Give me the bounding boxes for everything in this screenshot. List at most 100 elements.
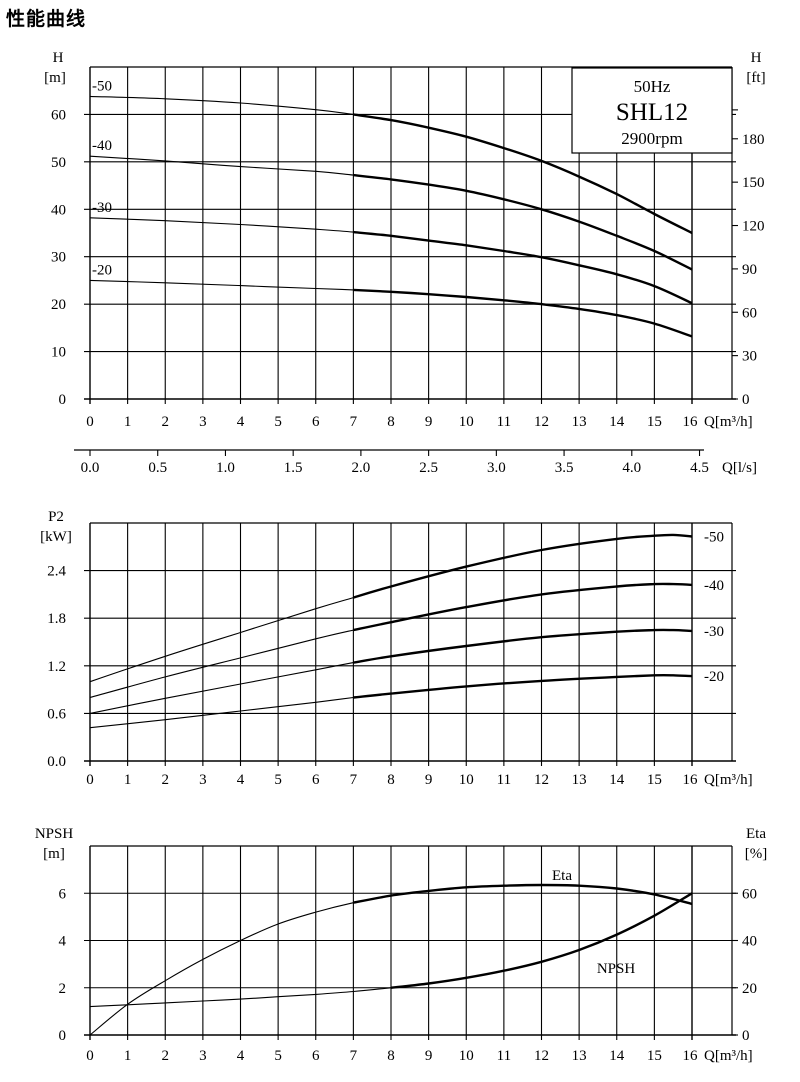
power-left-tick-label-3: 1.8	[47, 611, 66, 627]
head-left-axis-unit: [m]	[44, 70, 66, 86]
head-x-tick-label-14: 14	[609, 414, 625, 430]
power-left-axis-unit: [kW]	[40, 529, 72, 545]
head-legend-box	[571, 67, 733, 154]
power-x-tick-label-1: 1	[124, 772, 132, 788]
npsh-x-tick-label-1: 1	[124, 1048, 132, 1064]
head-x-tick-label-15: 15	[647, 414, 662, 430]
legend-model: SHL12	[616, 99, 688, 126]
power-x-tick-label-6: 6	[312, 772, 320, 788]
head-series-n30	[353, 230, 693, 305]
head-x-tick-label-3: 3	[199, 414, 207, 430]
eta-right-axis-title: Eta	[746, 826, 766, 842]
eta-series-label: Eta	[552, 868, 572, 884]
power-x-tick-label-7: 7	[350, 772, 358, 788]
npsh-x-tick-label-3: 3	[199, 1048, 207, 1064]
head-x2-tick-label-7: 3.5	[555, 460, 574, 476]
npsh-x-tick-label-16: 16	[683, 1048, 699, 1064]
eta-right-tick-label-0: 0	[742, 1028, 750, 1044]
head-x2-tick-label-5: 2.5	[419, 460, 438, 476]
npsh-left-tick-label-2: 4	[59, 934, 67, 950]
power-x-tick-label-0: 0	[86, 772, 94, 788]
npsh-x-tick-label-4: 4	[237, 1048, 245, 1064]
head-x-tick-label-5: 5	[274, 414, 282, 430]
power-x-tick-label-2: 2	[162, 772, 170, 788]
head-x2-tick-label-8: 4.0	[622, 460, 641, 476]
head-x2-tick-label-3: 1.5	[284, 460, 303, 476]
power-left-tick-label-1: 0.6	[47, 706, 66, 722]
head-x-unit: Q[m³/h]	[704, 414, 753, 430]
power-x-unit: Q[m³/h]	[704, 772, 753, 788]
npsh-x-tick-label-0: 0	[86, 1048, 94, 1064]
head-left-tick-label-3: 30	[51, 250, 66, 266]
head-x2-tick-label-1: 0.5	[148, 460, 167, 476]
head-series-n50	[353, 113, 693, 235]
head-left-tick-label-0: 0	[59, 392, 67, 408]
head-x2-tick-label-0: 0.0	[81, 460, 100, 476]
npsh-x-tick-label-10: 10	[459, 1048, 474, 1064]
eta-right-tick-label-1: 20	[742, 981, 757, 997]
power-x-tick-label-5: 5	[274, 772, 282, 788]
npsh-x-tick-label-15: 15	[647, 1048, 662, 1064]
power-x-tick-label-9: 9	[425, 772, 433, 788]
power-series-label-0: -50	[704, 529, 724, 545]
page-title: 性能曲线	[6, 8, 87, 30]
head-right-tick-label-2: 60	[742, 305, 757, 321]
power-x-tick-label-15: 15	[647, 772, 662, 788]
head-right-tick-label-6: 180	[742, 132, 765, 148]
npsh-series-label: NPSH	[597, 961, 636, 977]
head-x-tick-label-0: 0	[86, 414, 94, 430]
head-x-tick-label-8: 8	[387, 414, 395, 430]
npsh-x-tick-label-6: 6	[312, 1048, 320, 1064]
head-left-tick-label-6: 60	[51, 107, 66, 123]
eta-right-tick-label-3: 60	[742, 886, 757, 902]
head-series-label-1: -40	[92, 138, 112, 154]
eta-series	[353, 883, 693, 906]
power-x-tick-label-4: 4	[237, 772, 245, 788]
head-right-tick-label-4: 120	[742, 219, 765, 235]
eta-right-tick-label-2: 40	[742, 934, 757, 950]
power-series-n50	[353, 533, 693, 599]
power-series-label-1: -40	[704, 578, 724, 594]
power-x-tick-label-16: 16	[683, 772, 699, 788]
legend-freq: 50Hz	[634, 77, 671, 96]
head-x2-unit: Q[l/s]	[722, 460, 757, 476]
head-x-tick-label-7: 7	[350, 414, 358, 430]
power-x-tick-label-13: 13	[572, 772, 587, 788]
npsh-left-tick-label-1: 2	[59, 981, 67, 997]
head-x-tick-label-13: 13	[572, 414, 587, 430]
npsh-left-tick-label-0: 0	[59, 1028, 67, 1044]
power-x-tick-label-10: 10	[459, 772, 474, 788]
head-x2-tick-label-2: 1.0	[216, 460, 235, 476]
npsh-left-axis-unit: [m]	[43, 846, 65, 862]
npsh-x-tick-label-2: 2	[162, 1048, 170, 1064]
head-left-tick-label-4: 40	[51, 202, 66, 218]
head-right-tick-label-0: 0	[742, 392, 750, 408]
power-series-label-3: -20	[704, 669, 724, 685]
npsh-series	[390, 892, 693, 989]
head-series-n40	[353, 173, 693, 271]
head-x-tick-label-1: 1	[124, 414, 132, 430]
head-right-tick-label-5: 150	[742, 175, 765, 191]
head-right-axis-unit: [ft]	[746, 70, 765, 86]
npsh-left-tick-label-3: 6	[59, 886, 67, 902]
npsh-x-tick-label-11: 11	[497, 1048, 511, 1064]
npsh-x-unit: Q[m³/h]	[704, 1048, 753, 1064]
head-series-label-0: -50	[92, 78, 112, 94]
power-left-tick-label-2: 1.2	[47, 659, 66, 675]
npsh-x-tick-label-5: 5	[274, 1048, 282, 1064]
npsh-x-tick-label-14: 14	[609, 1048, 625, 1064]
power-series-n30	[353, 628, 693, 664]
head-left-axis-title: H	[53, 50, 64, 66]
head-left-tick-label-2: 20	[51, 297, 66, 313]
head-left-tick-label-5: 50	[51, 155, 66, 171]
head-right-axis-title: H	[751, 50, 762, 66]
head-x2-tick-label-6: 3.0	[487, 460, 506, 476]
npsh-x-tick-label-12: 12	[534, 1048, 549, 1064]
head-right-tick-label-1: 30	[742, 349, 757, 365]
head-left-tick-label-1: 10	[51, 345, 66, 361]
head-x-tick-label-9: 9	[425, 414, 433, 430]
power-series-label-2: -30	[704, 624, 724, 640]
head-x2-tick-label-9: 4.5	[690, 460, 709, 476]
head-series-label-3: -20	[92, 262, 112, 278]
